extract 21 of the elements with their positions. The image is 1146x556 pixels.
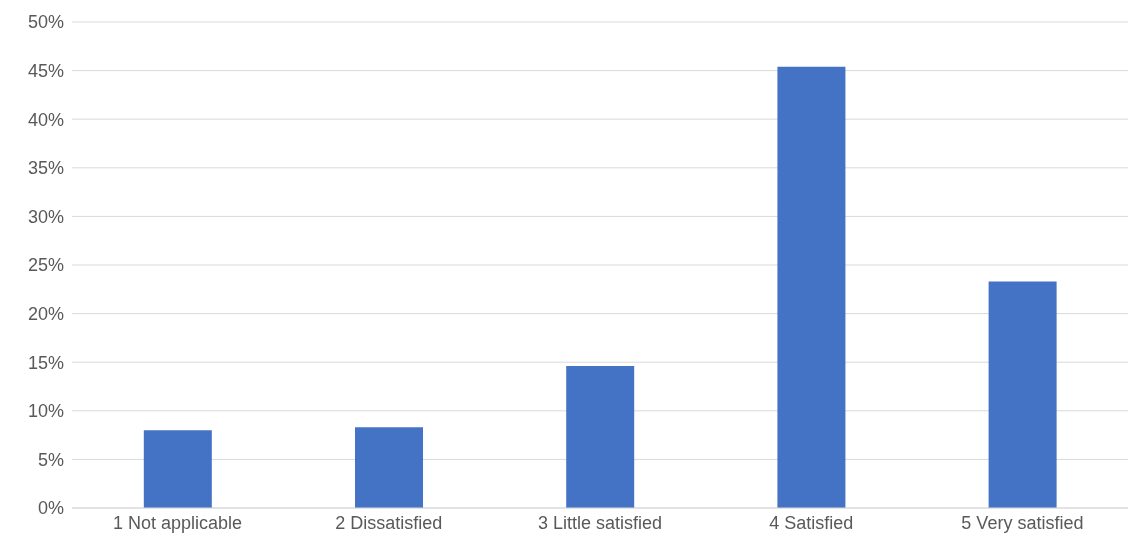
y-tick-label: 45%	[27, 60, 64, 81]
bar	[777, 66, 846, 508]
bar	[988, 281, 1057, 508]
x-tick-label: 2 Dissatisfied	[335, 512, 443, 533]
bar	[566, 366, 635, 508]
y-tick-label: 10%	[27, 401, 64, 422]
y-tick-label: 35%	[27, 158, 64, 179]
y-tick-label: 40%	[27, 109, 64, 130]
x-tick-label: 1 Not applicable	[113, 512, 243, 533]
x-tick-label: 4 Satisfied	[769, 512, 854, 533]
bar	[143, 430, 212, 508]
y-tick-label: 20%	[27, 303, 64, 324]
y-tick-label: 5%	[37, 449, 64, 470]
y-tick-label: 25%	[27, 255, 64, 276]
x-tick-label: 3 Little satisfied	[537, 512, 663, 533]
y-tick-label: 50%	[27, 12, 64, 33]
y-tick-label: 30%	[27, 206, 64, 227]
bar	[355, 427, 424, 508]
y-tick-label: 0%	[37, 498, 64, 519]
y-tick-label: 15%	[27, 352, 64, 373]
x-tick-label: 5 Very satisfied	[961, 512, 1084, 533]
